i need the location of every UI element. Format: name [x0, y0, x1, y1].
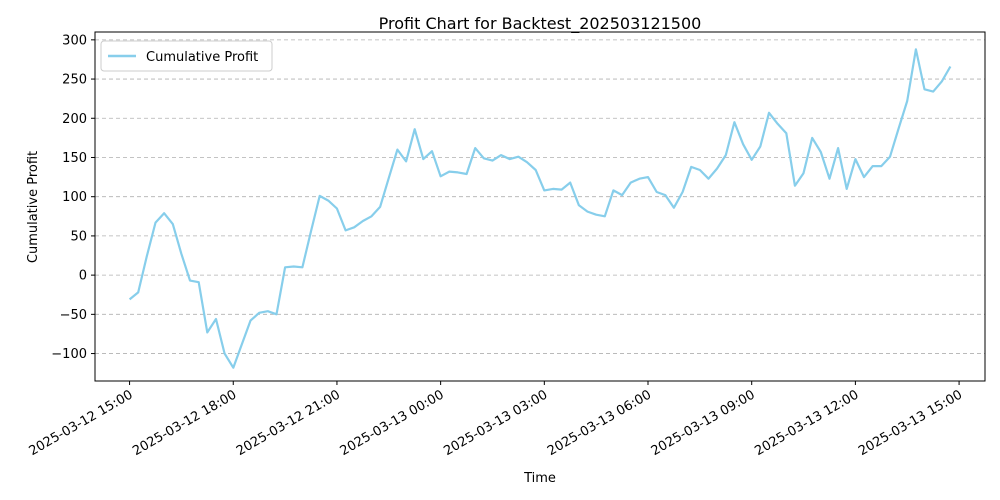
y-tick-label: 50	[70, 229, 87, 244]
y-tick-label: −100	[51, 347, 87, 362]
y-tick-label: 100	[62, 190, 87, 205]
y-axis-title: Cumulative Profit	[26, 151, 41, 263]
series-layer	[128, 48, 952, 369]
x-axis-title: Time	[523, 471, 556, 486]
y-tick-label: 0	[79, 269, 87, 284]
y-tick-label: −50	[60, 308, 87, 323]
grid-lines	[95, 39, 985, 354]
legend: Cumulative Profit	[100, 40, 273, 72]
y-tick-label: 150	[62, 151, 87, 166]
legend-box	[100, 40, 273, 72]
y-tick-label: 250	[62, 73, 87, 88]
chart-title: Profit Chart for Backtest_202503121500	[379, 14, 702, 34]
series-line-cumulative-profit	[128, 48, 952, 369]
y-tick-label: 200	[62, 112, 87, 127]
y-axis-ticks: −100 −50 0 50 100 150 200 250 300	[51, 33, 95, 362]
y-tick-label: 300	[62, 33, 87, 48]
legend-label: Cumulative Profit	[146, 50, 258, 65]
plot-area-frame	[94, 31, 986, 382]
